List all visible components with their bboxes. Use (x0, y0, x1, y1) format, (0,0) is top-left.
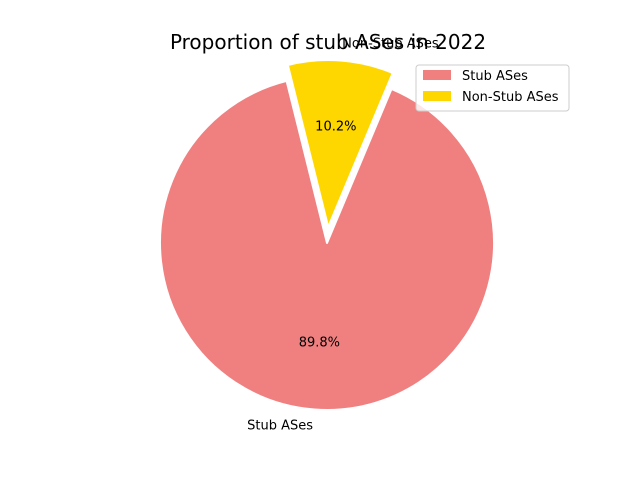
pie-slice-non-stub-ases (286, 59, 394, 229)
legend-frame (415, 64, 570, 112)
legend-label-non-stub: Non-Stub ASes (462, 90, 559, 105)
legend-label-stub: Stub ASes (462, 69, 528, 84)
pie-slices (159, 59, 495, 411)
legend-swatch-stub (423, 70, 451, 80)
legend: Stub ASes Non-Stub ASes (415, 64, 570, 112)
legend-swatch-non-stub (423, 91, 451, 101)
pie-slice-stub-ases (159, 79, 495, 411)
slice-labels: 89.8% Stub ASes 10.2% Non-Stub ASes (247, 36, 439, 433)
slice-category-label: Stub ASes (247, 419, 313, 434)
slice-percent-label: 10.2% (315, 120, 356, 135)
slice-percent-label: 89.8% (299, 335, 340, 350)
chart-title: Proportion of stub ASes in 2022 (170, 30, 486, 54)
slice-category-label: Non-Stub ASes (342, 36, 439, 51)
